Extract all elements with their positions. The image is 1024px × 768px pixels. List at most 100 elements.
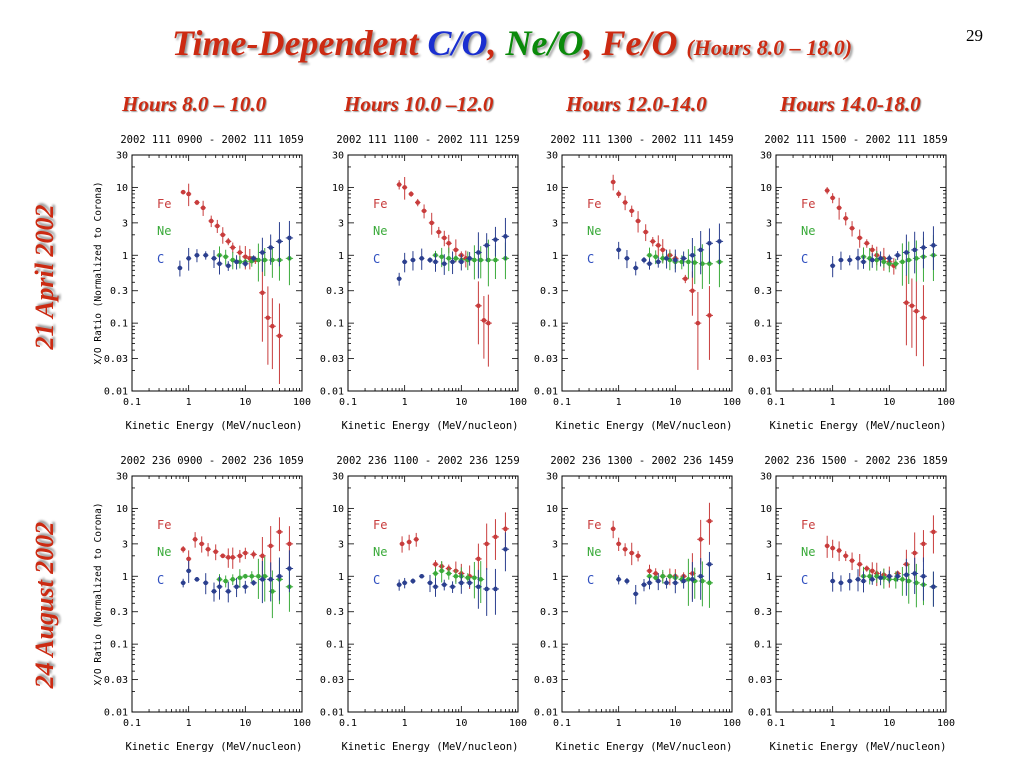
y-tick-label: 0.3 [326, 286, 344, 297]
data-marker [647, 580, 652, 586]
data-marker [408, 191, 414, 197]
data-marker [436, 229, 442, 235]
data-point-ne [445, 568, 452, 580]
data-point-fe [268, 298, 276, 370]
data-point-ne [666, 573, 673, 580]
data-point-c [259, 237, 266, 272]
y-tick-label: 10 [546, 183, 558, 194]
fe-label: Fe [801, 197, 815, 211]
data-point-fe [483, 523, 491, 571]
plot-frame [775, 154, 947, 392]
data-marker [446, 571, 452, 576]
data-point-fe [259, 259, 266, 342]
data-point-c [869, 574, 876, 585]
data-marker [700, 261, 705, 267]
data-marker [881, 259, 887, 265]
data-point-c [466, 252, 473, 266]
data-marker [686, 577, 691, 582]
data-marker [211, 589, 217, 594]
x-tick-label: 1 [830, 397, 836, 408]
data-marker [838, 257, 844, 263]
data-marker [251, 552, 256, 557]
data-point-c [475, 569, 482, 609]
data-marker [265, 315, 271, 321]
data-marker [830, 263, 835, 269]
data-marker [849, 225, 855, 231]
data-marker [830, 195, 835, 201]
y-tick-label: 10 [546, 504, 558, 515]
data-point-fe [225, 237, 232, 246]
data-point-c [427, 574, 433, 593]
data-marker [484, 541, 489, 547]
slide-title: Time-Dependent C/O, Ne/O, Fe/O (Hours 8.… [0, 22, 1024, 64]
data-marker [690, 577, 695, 582]
data-point-ne [866, 569, 873, 585]
data-marker [484, 586, 489, 592]
plot-frame [347, 154, 519, 392]
y-tick-label: 0.01 [320, 708, 344, 719]
data-point-c [202, 251, 209, 260]
data-marker [433, 562, 438, 567]
data-point-ne [652, 575, 659, 581]
data-point-fe [435, 226, 442, 238]
panel-title: 2002 236 1500 - 2002 236 1859 [764, 455, 947, 467]
data-marker [900, 577, 905, 582]
data-marker [413, 537, 419, 542]
x-tick-label: 1 [830, 718, 836, 729]
data-point-c [886, 570, 893, 583]
data-marker [441, 582, 447, 588]
data-point-c [838, 251, 844, 270]
data-marker [237, 575, 243, 581]
data-point-c [427, 257, 433, 263]
data-point-c [641, 257, 647, 264]
data-marker [287, 566, 292, 571]
x-axis-label: Kinetic Energy (MeV/nucleon) [341, 741, 518, 753]
data-marker [895, 573, 900, 579]
data-point-c [929, 226, 938, 270]
x-tick-label: 0.1 [123, 718, 141, 729]
y-tick-label: 1 [338, 251, 344, 262]
data-marker [230, 577, 236, 582]
y-tick-label: 0.3 [110, 286, 128, 297]
data-point-fe [180, 189, 186, 195]
data-point-fe [275, 303, 284, 385]
data-marker [698, 537, 703, 542]
y-tick-label: 10 [760, 504, 772, 515]
data-point-fe [616, 537, 622, 552]
data-marker [698, 247, 703, 253]
x-tick-label: 1 [402, 397, 408, 408]
data-marker [857, 235, 863, 241]
x-tick-label: 10 [669, 397, 681, 408]
y-tick-label: 0.1 [110, 640, 128, 651]
data-point-fe [413, 532, 419, 547]
data-point-fe [484, 294, 492, 367]
data-point-fe [694, 291, 702, 370]
data-point-c [211, 582, 217, 602]
data-point-fe [414, 198, 421, 207]
data-point-c [458, 254, 465, 271]
data-point-c [491, 226, 500, 257]
data-marker [616, 577, 621, 582]
data-marker [467, 580, 472, 586]
ne-label: Ne [157, 545, 171, 559]
data-marker [402, 580, 407, 586]
data-point-fe [903, 274, 910, 346]
data-marker [450, 259, 455, 265]
y-tick-label: 0.01 [748, 708, 772, 719]
data-point-c [194, 249, 200, 263]
data-marker [664, 580, 669, 586]
data-marker [427, 580, 433, 586]
data-marker [270, 257, 275, 263]
data-point-fe [480, 296, 488, 359]
data-point-fe [856, 229, 863, 248]
data-point-fe [628, 205, 635, 218]
data-point-ne [685, 249, 692, 279]
x-tick-label: 100 [509, 718, 527, 729]
data-marker [433, 259, 438, 265]
x-tick-label: 10 [669, 718, 681, 729]
data-marker [717, 239, 722, 244]
data-marker [396, 582, 402, 588]
data-marker [878, 256, 883, 261]
